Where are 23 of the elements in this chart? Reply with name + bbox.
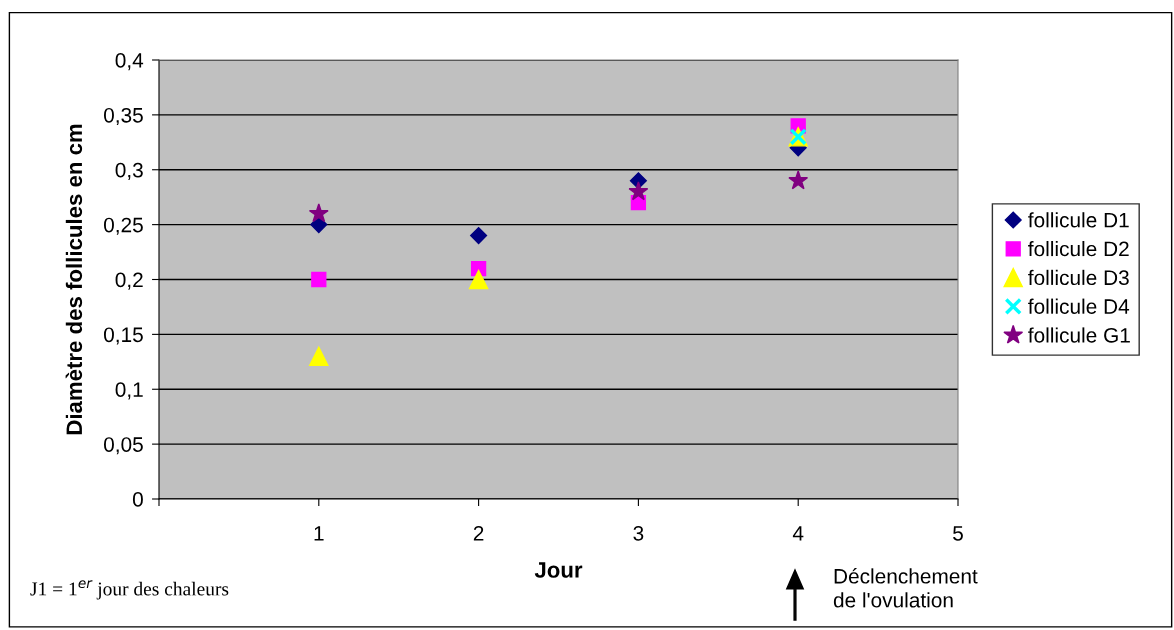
legend-label: follicule G1	[1028, 327, 1130, 343]
legend-label: follicule D1	[1028, 212, 1129, 228]
text: Déclenchement de l'ovulation	[833, 568, 978, 608]
legend-label: follicule D3	[1028, 269, 1129, 286]
y-tick-label: 0,25	[103, 217, 143, 235]
y-tick-label: 0,35	[103, 107, 143, 126]
y-tick-label: 0,15	[103, 327, 143, 345]
y-tick-label: 0	[132, 492, 143, 507]
y-tick-label: 0,05	[103, 437, 143, 455]
legend-label: follicule D4	[1028, 298, 1130, 314]
y-tick-label: 0,2	[115, 272, 143, 290]
legend-label: follicule D2	[1028, 240, 1129, 257]
x-axis-title: Jour	[534, 562, 583, 578]
y-tick-label: 0,1	[115, 382, 143, 400]
y-axis-title: Diamètre des follicules en cm	[65, 124, 83, 435]
y-tick-label: 0,3	[115, 162, 143, 180]
y-tick-label: 0,4	[115, 53, 144, 71]
x-tick-label: 2	[473, 525, 484, 541]
x-tick-label: 3	[633, 525, 644, 541]
x-tick-label: 5	[953, 526, 963, 541]
x-tick-label: 4	[792, 526, 804, 541]
x-tick-label: 1	[314, 526, 324, 541]
text: J1 = 1$^{er}$ jour des chaleurs	[30, 580, 229, 600]
